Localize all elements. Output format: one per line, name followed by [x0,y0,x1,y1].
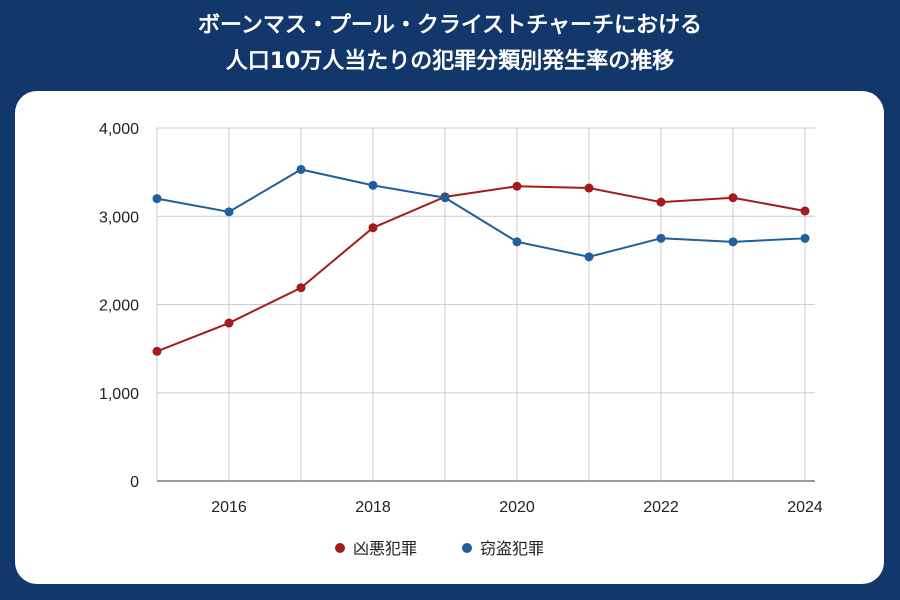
chart-title: ボーンマス・プール・クライストチャーチにおける 人口10万人当たりの犯罪分類別発… [0,8,900,80]
series-line-0 [156,185,806,353]
data-point [296,164,306,174]
x-tick-label: 2022 [643,499,679,516]
data-point [512,237,522,247]
data-point [152,194,162,204]
data-point [296,283,306,293]
y-tick-label: 1,000 [99,386,139,403]
data-point [800,206,810,216]
x-tick-label: 2018 [355,499,391,516]
y-tick-label: 4,000 [99,121,139,138]
data-point [656,233,666,243]
data-point [440,193,450,203]
series-line-1 [156,168,806,258]
title-line-1: ボーンマス・プール・クライストチャーチにおける [197,13,703,38]
data-point [368,223,378,233]
data-point [224,207,234,217]
data-point [224,318,234,328]
y-tick-label: 3,000 [99,209,139,226]
legend-marker [335,543,345,553]
chart-card [15,91,884,584]
y-tick-label: 2,000 [99,298,139,315]
data-point [584,252,594,262]
y-tick-label: 0 [130,474,139,491]
data-point [584,183,594,193]
x-tick-label: 2016 [211,499,247,516]
data-point [152,346,162,356]
data-point [728,237,738,247]
data-point [656,197,666,207]
legend-marker [462,543,472,553]
x-tick-label: 2024 [787,499,823,516]
title-line-2: 人口10万人当たりの犯罪分類別発生率の推移 [225,49,675,74]
legend-label: 窃盗犯罪 [480,539,544,558]
data-point [800,233,810,243]
legend-label: 凶悪犯罪 [353,539,417,558]
x-tick-label: 2020 [499,499,535,516]
data-point [512,181,522,191]
data-point [368,180,378,190]
data-point [728,193,738,203]
